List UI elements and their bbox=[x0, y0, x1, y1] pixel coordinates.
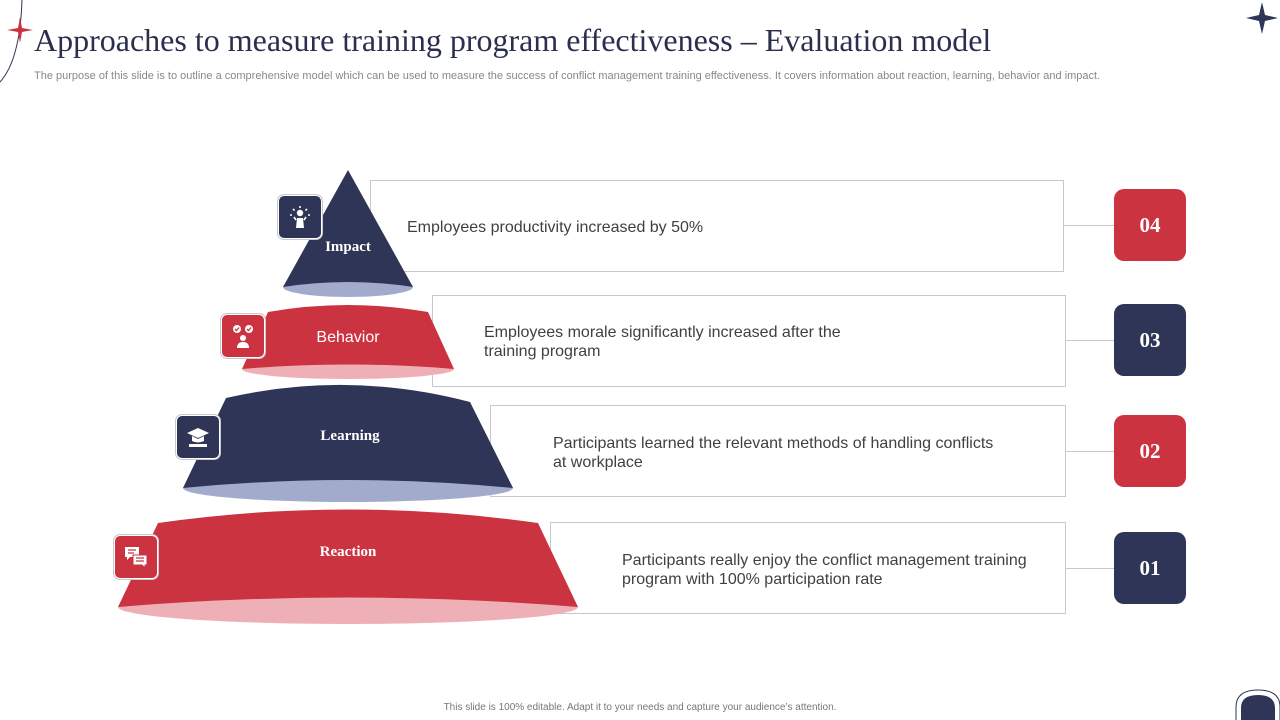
reaction-layer bbox=[118, 509, 578, 607]
level-1-text: Participants really enjoy the conflict m… bbox=[622, 552, 1027, 588]
learning-label: Learning bbox=[320, 428, 380, 444]
level-3-box: Employees morale significantly increased… bbox=[432, 295, 1066, 387]
level-4-number-badge: 04 bbox=[1114, 189, 1186, 261]
level-1-box: Participants really enjoy the conflict m… bbox=[550, 522, 1066, 614]
connector-3 bbox=[1066, 340, 1115, 341]
learning-layer bbox=[183, 384, 513, 488]
top-left-arc bbox=[0, 0, 23, 83]
connector-2 bbox=[1066, 451, 1115, 452]
footer-note: This slide is 100% editable. Adapt it to… bbox=[443, 702, 837, 713]
level-4-text: Employees productivity increased by 50% bbox=[407, 219, 704, 236]
graduation-cap-icon bbox=[176, 415, 220, 459]
connector-1 bbox=[1066, 568, 1115, 569]
behavior-layer bbox=[242, 305, 454, 369]
level-1-number-badge: 01 bbox=[1114, 532, 1186, 604]
red-sparkle-icon bbox=[7, 17, 33, 43]
reaction-label: Reaction bbox=[319, 544, 377, 560]
level-3-number-badge: 03 bbox=[1114, 304, 1186, 376]
behavior-label: Behavior bbox=[316, 329, 380, 346]
navy-sparkle-icon bbox=[1246, 2, 1278, 34]
impact-layer bbox=[283, 170, 413, 287]
level-2-box: Participants learned the relevant method… bbox=[490, 405, 1066, 497]
impact-label: Impact bbox=[325, 239, 371, 255]
level-2-text: Participants learned the relevant method… bbox=[553, 435, 994, 471]
lightbulb-person-icon bbox=[278, 195, 322, 239]
level-2-number-badge: 02 bbox=[1114, 415, 1186, 487]
page-title: Approaches to measure training program e… bbox=[34, 22, 992, 58]
page-subtitle: The purpose of this slide is to outline … bbox=[34, 70, 1101, 82]
chat-bubbles-icon bbox=[114, 535, 158, 579]
connector-4 bbox=[1064, 225, 1115, 226]
team-check-icon bbox=[221, 314, 265, 358]
level-3-text: Employees morale significantly increased… bbox=[484, 324, 841, 360]
bottom-right-tab bbox=[1239, 692, 1277, 720]
level-4-box: Employees productivity increased by 50% bbox=[370, 180, 1064, 272]
